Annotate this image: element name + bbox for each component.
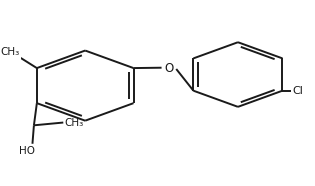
- Text: O: O: [164, 62, 174, 75]
- Text: CH₃: CH₃: [65, 118, 84, 128]
- Text: CH₃: CH₃: [1, 47, 20, 57]
- Text: Cl: Cl: [293, 86, 304, 96]
- Text: HO: HO: [19, 146, 35, 156]
